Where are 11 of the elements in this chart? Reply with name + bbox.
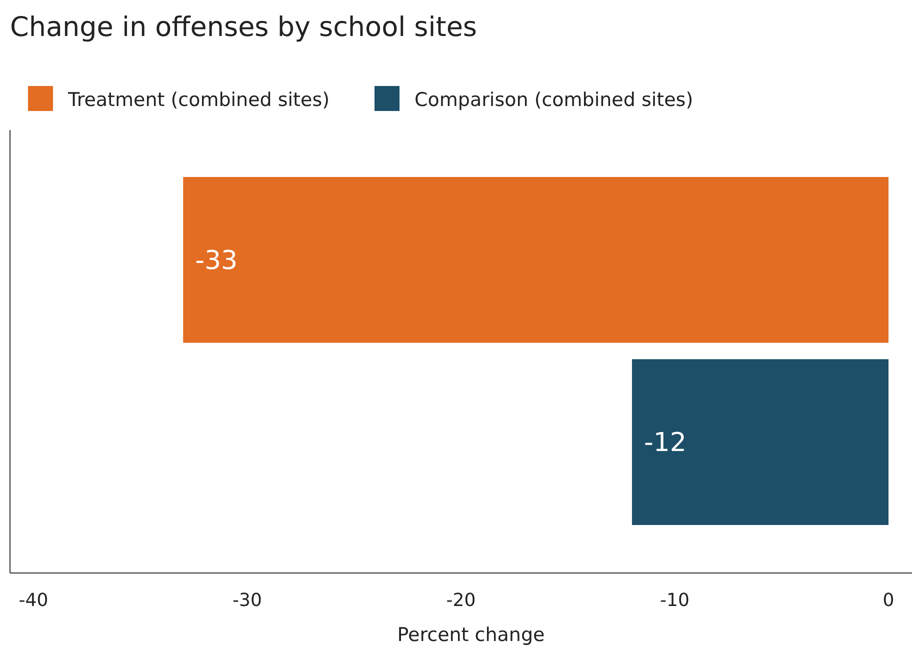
x-axis-title: Percent change [397, 624, 545, 646]
data-label: -12 [644, 428, 686, 458]
x-tick-label: -30 [232, 590, 262, 611]
legend-label: Treatment (combined sites) [67, 89, 330, 111]
data-label: -33 [195, 246, 238, 276]
x-tick-label: -10 [660, 590, 690, 611]
chart-title: Change in offenses by school sites [10, 12, 478, 43]
x-tick-label: -20 [446, 590, 476, 611]
legend-label: Comparison (combined sites) [414, 89, 694, 111]
x-tick-label: -40 [18, 590, 48, 611]
x-tick-label: 0 [882, 590, 894, 611]
